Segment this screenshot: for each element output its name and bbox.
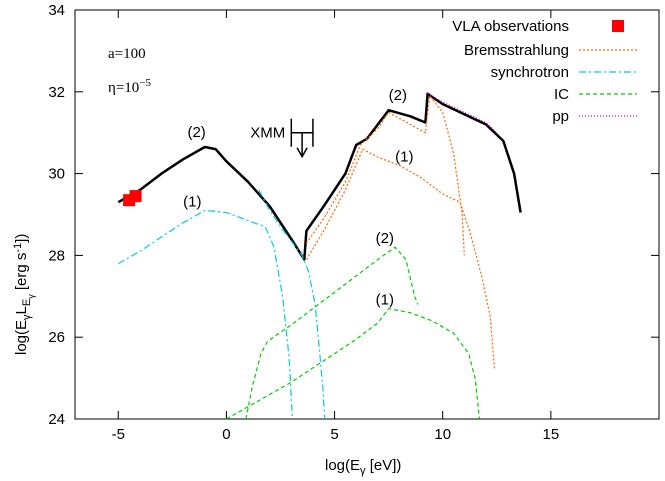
curve-annotation: (2)	[187, 124, 205, 141]
series-sync2	[258, 189, 326, 420]
legend: VLA observations Bremsstrahlung synchrot…	[452, 18, 637, 125]
series-sync1	[118, 209, 293, 420]
legend-swatch-vla	[612, 20, 624, 32]
curve-annotations: (2) (1) (2) (1) (2) (1)	[183, 87, 413, 309]
vla-point	[129, 190, 142, 203]
plot-frame	[74, 9, 660, 420]
series-brems1	[305, 148, 496, 370]
legend-label-pp: pp	[552, 108, 569, 125]
x-tick-label: 15	[543, 426, 560, 443]
series-ic2	[245, 246, 419, 420]
y-tick-label: 28	[48, 247, 65, 264]
y-tick-label: 30	[48, 166, 65, 183]
param-eta: η=10−5	[108, 77, 152, 96]
param-a: a=100	[108, 46, 146, 62]
xmm-label: XMM	[250, 125, 285, 142]
x-tick-label: 5	[330, 426, 338, 443]
x-tick-label: -5	[112, 426, 125, 443]
vla-points	[123, 190, 142, 207]
y-tick-label: 24	[48, 411, 65, 428]
y-tick-label: 26	[48, 329, 65, 346]
y-tick-label: 32	[48, 84, 65, 101]
x-tick-label: 0	[222, 426, 230, 443]
series-group	[117, 92, 522, 420]
vla-point	[123, 194, 136, 207]
xmm-upper-limit: XMM	[250, 118, 314, 159]
y-axis-label: log(EγLEγ [erg s-1])	[12, 234, 36, 355]
legend-label-sync: synchrotron	[491, 64, 569, 81]
curve-annotation: (1)	[376, 291, 394, 308]
axis-ticks: -5 0 5 10 15 24 26 28 30 32 34	[48, 2, 659, 443]
x-axis-label: log(Eγ [eV])	[325, 457, 401, 477]
y-tick-label: 34	[48, 2, 65, 19]
curve-annotation: (1)	[183, 193, 201, 210]
curve-annotation: (2)	[389, 87, 407, 104]
series-total	[117, 92, 522, 261]
curve-annotation: (2)	[376, 230, 394, 247]
legend-label-vla: VLA observations	[452, 18, 569, 35]
x-tick-label: 10	[434, 426, 451, 443]
legend-label-brems: Bremsstrahlung	[464, 42, 569, 59]
series-ic1	[226, 308, 481, 420]
series-brems2	[305, 95, 465, 256]
legend-label-ic: IC	[554, 86, 569, 103]
xmm-arrow-head	[296, 147, 308, 159]
curve-annotation: (1)	[395, 148, 413, 165]
